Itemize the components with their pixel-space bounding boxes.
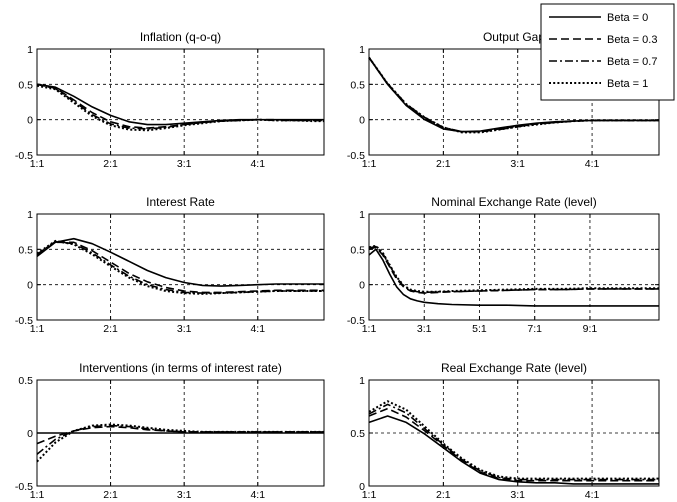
x-tick-label: 3:1 [417,323,432,335]
legend: Beta = 0 Beta = 0.3 Beta = 0.7 Beta = 1 [540,3,675,101]
x-tick-label: 4:1 [585,489,600,501]
chart-title: Interest Rate [146,195,215,209]
plot-frame [368,379,660,487]
y-tick-label: 0 [27,115,33,127]
y-tick-label: -0.5 [347,315,365,327]
y-tick-label: 1 [27,44,33,56]
chart-title: Real Exchange Rate (level) [441,361,587,375]
x-tick-label: 1:1 [30,323,45,335]
y-tick-label: -0.5 [347,150,365,162]
plot-area [369,214,659,320]
y-tick-label: 1 [27,209,33,221]
series-line-4 [368,244,659,293]
x-tick-label: 2:1 [436,489,451,501]
x-tick-label: 5:1 [472,323,487,335]
legend-label-2: Beta = 0.3 [607,34,657,46]
y-tick-label: 1 [359,375,365,387]
x-tick-label: 4:1 [250,323,265,335]
y-tick-label: 0 [27,428,33,440]
x-tick-label: 3:1 [510,158,525,170]
x-tick-label: 1:1 [362,489,377,501]
x-tick-label: 7:1 [527,323,542,335]
plot-frame [368,48,660,156]
y-tick-label: 0 [27,280,33,292]
x-tick-label: 2:1 [103,323,118,335]
y-tick-label: 1 [359,44,365,56]
legend-label-3: Beta = 0.7 [607,56,657,68]
x-tick-label: 1:1 [30,489,45,501]
series-line-1 [368,248,659,307]
series-line-3 [368,245,659,294]
y-tick-label: -0.5 [15,315,33,327]
x-tick-label: 2:1 [436,158,451,170]
y-tick-label: 0.5 [350,244,365,256]
series-line-3 [368,403,659,481]
y-tick-label: 0.5 [350,428,365,440]
x-tick-label: 1:1 [362,158,377,170]
chart-title: Output Gap [483,30,545,44]
x-tick-label: 2:1 [103,158,118,170]
y-tick-label: 0 [359,115,365,127]
x-tick-label: 4:1 [585,158,600,170]
chart-panel-1: 1:1 2:1 3:1 4:1 -0.5 0 0.5 1 Inflation (q-o-q) [15,30,325,170]
x-tick-label: 1:1 [362,323,377,335]
series-line-4 [36,423,324,463]
series-line-4 [36,239,324,295]
series-line-1 [368,415,659,485]
chart-title: Nominal Exchange Rate (level) [431,195,596,209]
x-tick-label: 3:1 [177,158,192,170]
y-tick-label: 0 [359,481,365,493]
chart-panel-4: 1:1 3:1 5:1 7:1 9:1 -0.5 0 0.5 1 Nominal Exchange… [347,195,660,335]
chart-title: Interventions (in terms of interest rate… [79,361,282,375]
x-tick-label: 1:1 [30,158,45,170]
plot-frame [36,48,325,156]
chart-panel-3: 1:1 2:1 3:1 4:1 -0.5 0 0.5 1 Interest Rate [15,195,325,335]
chart-panel-6: 1:1 2:1 3:1 4:1 0 0.5 1 Real Exchange Rate (lev… [350,361,660,501]
x-tick-label: 3:1 [177,323,192,335]
x-tick-label: 2:1 [103,489,118,501]
y-tick-label: 0.5 [18,244,33,256]
x-tick-label: 9:1 [583,323,598,335]
series-line-1 [36,237,324,287]
plot-area [37,214,324,320]
y-tick-label: 1 [359,209,365,221]
chart-title: Inflation (q-o-q) [140,30,221,44]
legend-label-4: Beta = 1 [607,78,648,90]
series-line-4 [368,56,659,134]
series-line-4 [36,84,324,132]
plot-area [37,49,324,155]
y-tick-label: 0.5 [18,375,33,387]
chart-panel-5: 1:1 2:1 3:1 4:1 -0.5 0 0.5 Interventions (in te… [15,361,325,501]
y-tick-label: -0.5 [15,481,33,493]
series-line-2 [36,241,324,294]
plot-frame [368,213,660,321]
y-tick-label: 0 [359,280,365,292]
y-tick-label: 0.5 [350,79,365,91]
plot-frame [36,379,325,487]
plot-frame [36,213,325,321]
x-tick-label: 4:1 [250,158,265,170]
series-line-2 [368,407,659,482]
y-tick-label: -0.5 [15,150,33,162]
x-tick-label: 4:1 [250,489,265,501]
legend-label-1: Beta = 0 [607,12,648,24]
x-tick-label: 3:1 [177,489,192,501]
x-tick-label: 3:1 [510,489,525,501]
y-tick-label: 0.5 [18,79,33,91]
